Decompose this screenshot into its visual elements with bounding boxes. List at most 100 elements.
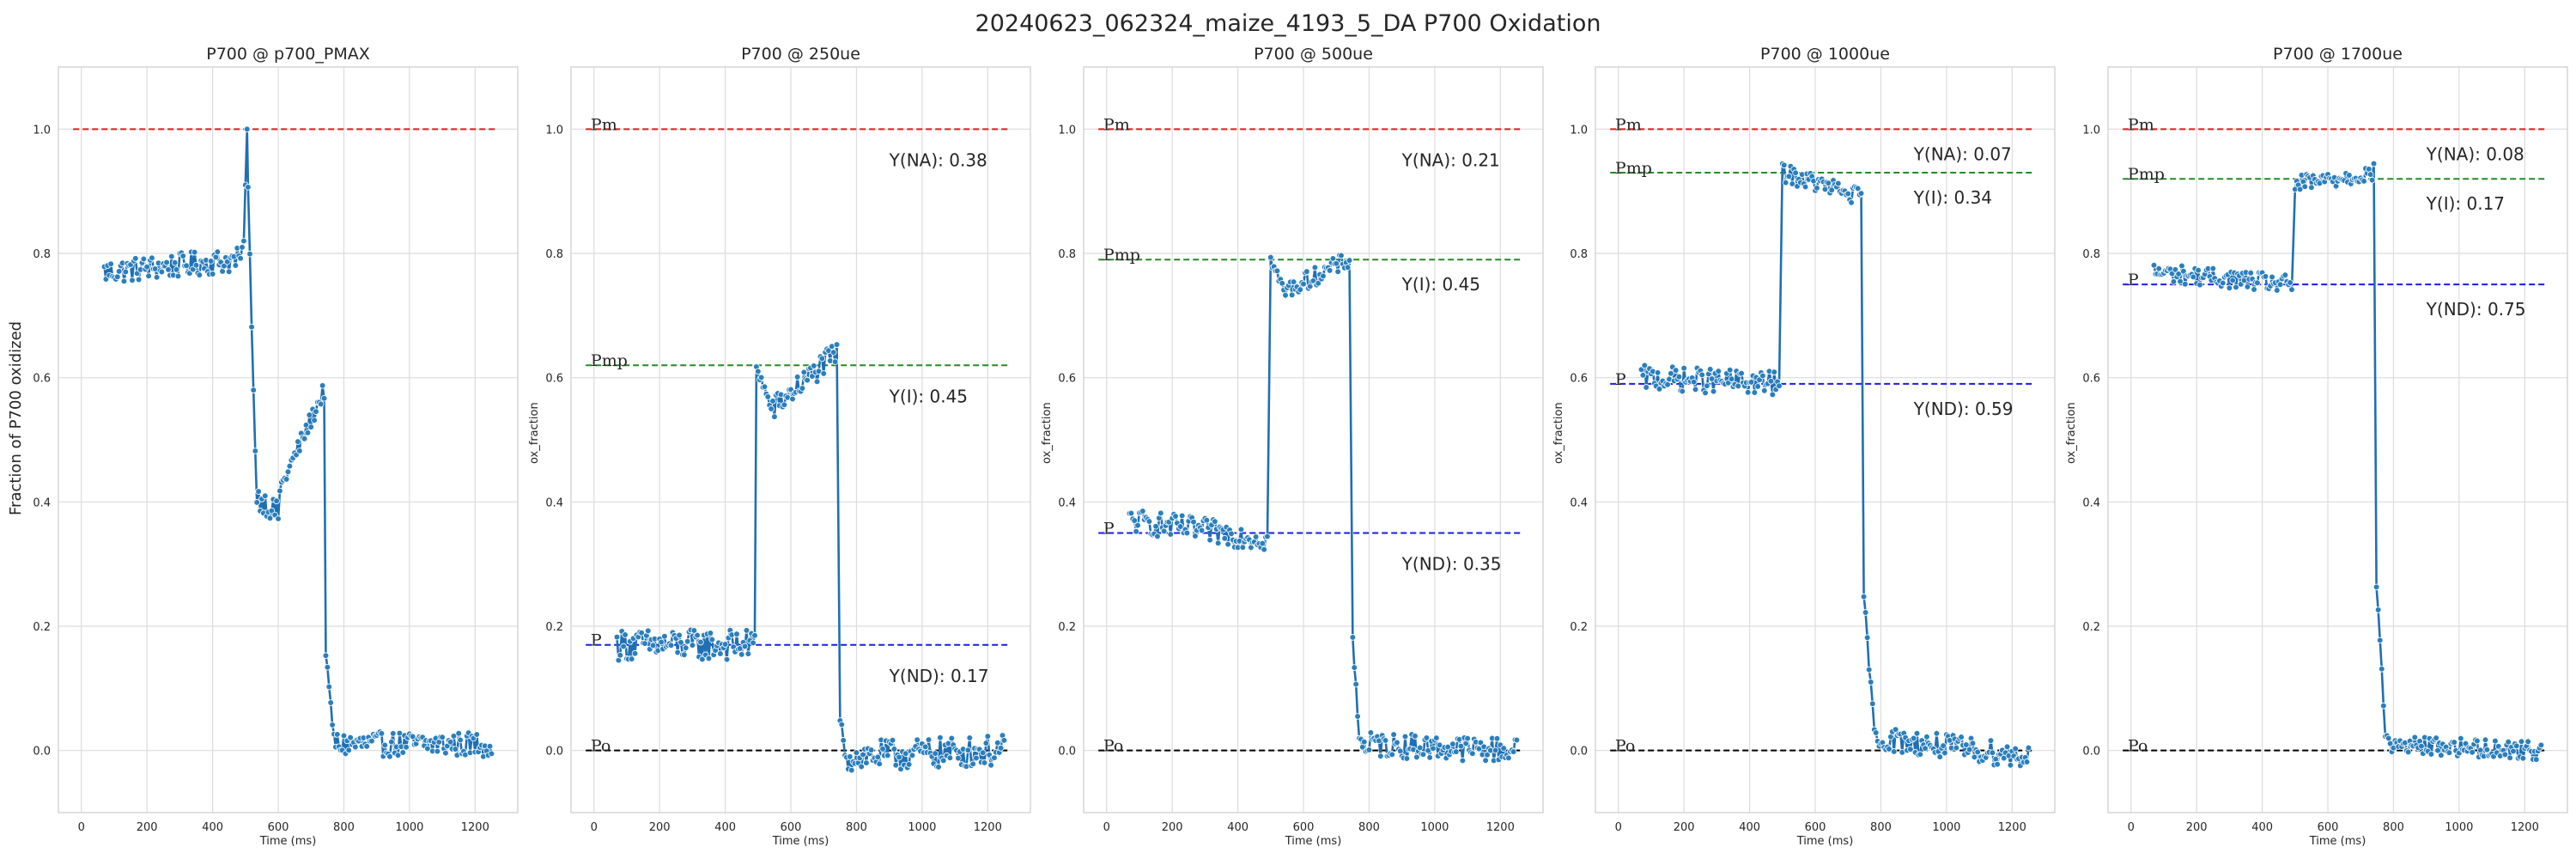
data-point (641, 640, 648, 647)
data-point (1484, 751, 1491, 758)
plot-frame (570, 66, 1031, 813)
data-point (1761, 387, 1768, 394)
yield-label: Y(I): 0.34 (1913, 187, 1992, 208)
data-point (486, 742, 494, 750)
data-point (140, 255, 148, 263)
data-point (196, 271, 204, 278)
plot-background (2108, 67, 2567, 813)
x-tick-label: 1200 (974, 821, 1002, 834)
ref-label-po: Po (1615, 737, 1635, 756)
data-point (1221, 534, 1229, 542)
y-tick-label: 0.8 (2082, 248, 2100, 261)
plot-frame (2107, 66, 2568, 813)
x-tick-label: 600 (2318, 821, 2339, 834)
data-point (733, 631, 740, 637)
data-point (1767, 377, 1775, 385)
data-point (631, 649, 639, 657)
data-point (1183, 529, 1191, 537)
data-point (1300, 280, 1307, 288)
data-point (1320, 272, 1327, 280)
data-point (2190, 273, 2197, 281)
data-point (345, 746, 353, 754)
data-point (1131, 517, 1139, 524)
data-point (2376, 637, 2384, 644)
data-point (781, 401, 788, 409)
data-point (2175, 271, 2182, 277)
data-point (620, 643, 627, 650)
yield-label: Y(NA): 0.08 (2426, 143, 2524, 164)
data-point (1747, 379, 1755, 386)
data-point (2226, 284, 2233, 292)
data-point (179, 253, 187, 259)
data-point (889, 736, 896, 744)
data-point (232, 262, 240, 269)
data-point (399, 749, 407, 756)
data-point (993, 739, 1001, 746)
data-point (750, 639, 756, 647)
data-point (1994, 760, 2001, 768)
data-point (1382, 737, 1389, 744)
data-point (1237, 526, 1245, 533)
yield-label: Y(ND): 0.59 (1913, 399, 2014, 419)
y-tick-label: 1.0 (545, 124, 563, 137)
data-point (2411, 734, 2419, 741)
data-point (276, 487, 283, 495)
data-point (325, 683, 333, 691)
ref-label-p: P (1103, 520, 1115, 539)
y-tick-label: 0.2 (2082, 621, 2100, 634)
panel-title: P700 @ p700_PMAX (206, 45, 370, 64)
data-point (165, 266, 172, 273)
data-point (1706, 366, 1714, 373)
data-point (334, 731, 341, 738)
data-point (966, 734, 974, 741)
data-point (1261, 545, 1267, 553)
data-point (1352, 680, 1359, 688)
panel-title: P700 @ 500ue (1254, 45, 1373, 64)
data-point (283, 476, 290, 483)
data-point (2301, 183, 2309, 191)
data-point (2380, 702, 2387, 710)
data-point (2178, 262, 2185, 270)
data-point (2505, 738, 2512, 746)
data-point (2177, 277, 2184, 285)
data-point (1738, 369, 1745, 377)
data-point (937, 734, 944, 741)
data-point (1212, 518, 1218, 525)
data-point (1892, 726, 1899, 734)
y-axis-label: ox_fraction (1041, 402, 1054, 464)
data-point (209, 271, 216, 277)
data-point (1360, 738, 1368, 746)
yield-label: Y(I): 0.45 (889, 386, 968, 406)
panel-plot-area: 0 200 400 600 800 1000 1200 0.0 0.2 0.4 0.6 0.8 1.0 P… (1058, 66, 1544, 834)
data-point (1412, 733, 1419, 740)
ref-label-po: Po (1103, 737, 1123, 756)
y-tick-label: 0.2 (33, 621, 51, 634)
data-point (221, 262, 228, 270)
data-point (1346, 257, 1353, 264)
data-point (237, 254, 244, 262)
data-point (389, 730, 397, 737)
data-point (658, 638, 665, 646)
data-point (905, 761, 913, 768)
y-tick-label: 0.0 (545, 746, 563, 758)
data-point (1206, 536, 1213, 544)
data-point (1288, 291, 1296, 299)
data-point (2276, 281, 2284, 289)
x-tick-label: 1000 (908, 821, 936, 834)
data-point (2474, 737, 2481, 745)
yield-label: Y(ND): 0.75 (2426, 299, 2526, 320)
data-point (892, 761, 900, 769)
data-point (1432, 734, 1440, 741)
data-point (153, 274, 161, 281)
data-point (1780, 161, 1788, 169)
data-point (1134, 521, 1141, 529)
data-point (1854, 185, 1862, 192)
plot-frame (1595, 66, 2056, 813)
data-point (1825, 180, 1832, 186)
data-point (2209, 265, 2217, 272)
data-point (1672, 367, 1680, 374)
data-point (2196, 281, 2203, 289)
data-point (1936, 753, 1944, 760)
data-point (946, 754, 954, 761)
data-point (1282, 291, 1289, 299)
